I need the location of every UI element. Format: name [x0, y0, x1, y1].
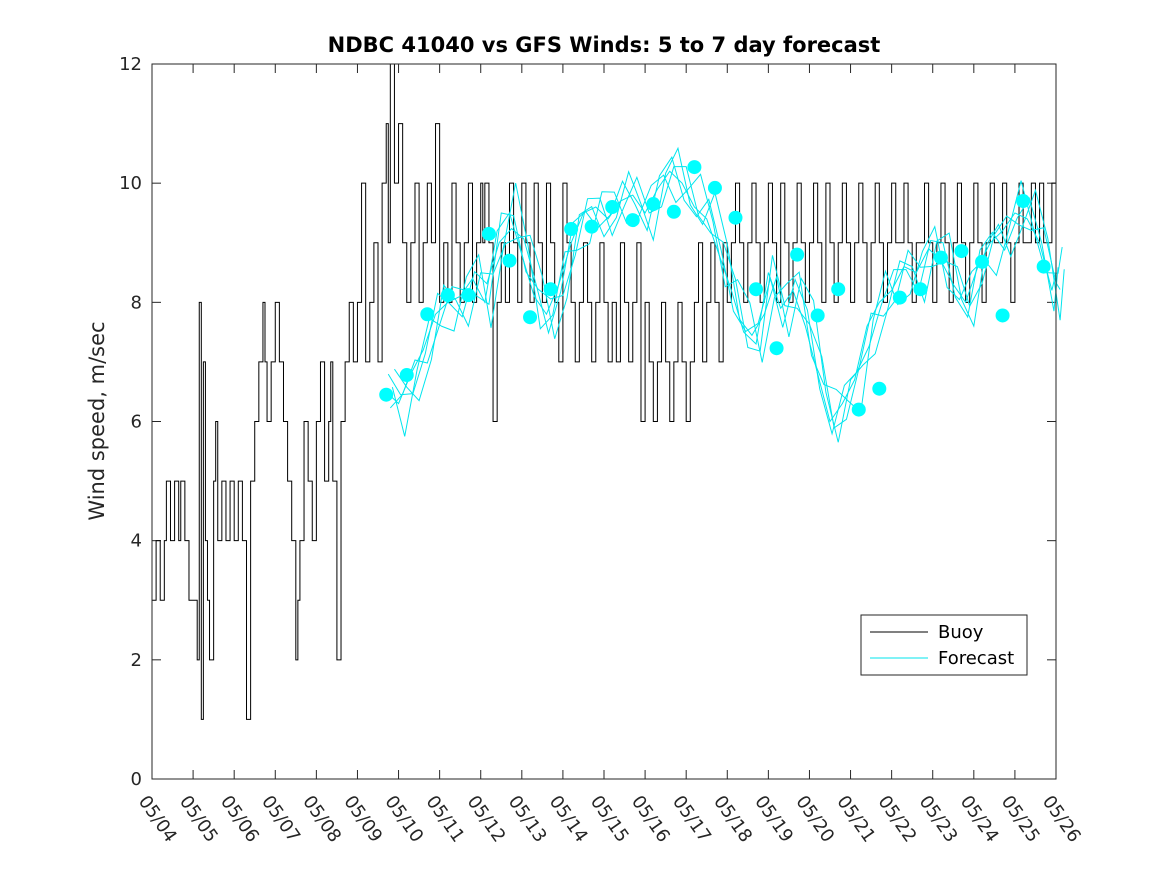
x-tick-label: 05/26 — [1038, 792, 1085, 847]
chart-title: NDBC 41040 vs GFS Winds: 5 to 7 day fore… — [328, 33, 881, 57]
forecast-ensemble-line — [394, 146, 1065, 443]
forecast-ensemble-line — [391, 173, 1063, 437]
forecast-marker — [502, 253, 517, 268]
forecast-marker — [1036, 259, 1051, 274]
x-tick-label: 05/11 — [422, 792, 469, 847]
x-tick-label: 05/19 — [750, 792, 797, 847]
forecast-marker — [728, 210, 743, 225]
forecast-marker — [851, 402, 866, 417]
forecast-marker — [707, 180, 722, 195]
x-tick-label: 05/23 — [915, 792, 962, 847]
forecast-marker — [481, 226, 496, 241]
forecast-marker — [461, 288, 476, 303]
x-tick-label: 05/07 — [257, 792, 304, 847]
forecast-marker — [543, 282, 558, 297]
x-tick-label: 05/06 — [216, 792, 263, 847]
legend-forecast-label: Forecast — [938, 648, 1014, 669]
forecast-marker — [831, 282, 846, 297]
x-tick-label: 05/09 — [339, 792, 386, 847]
x-tick-label: 05/04 — [134, 792, 181, 847]
series-layer — [152, 63, 1065, 720]
forecast-marker — [913, 282, 928, 297]
plot-frame — [151, 63, 1057, 780]
forecast-marker — [523, 310, 538, 325]
x-tick-label: 05/14 — [545, 792, 592, 847]
forecast-marker — [995, 308, 1010, 323]
x-tick-label: 05/25 — [997, 792, 1044, 847]
x-tick-label: 05/05 — [175, 792, 222, 847]
forecast-marker — [440, 288, 455, 303]
forecast-marker — [790, 247, 805, 262]
forecast-marker — [584, 219, 599, 234]
y-axis: 0 2 4 6 8 10 12 — [119, 54, 1056, 790]
x-tick-label: 05/20 — [791, 792, 838, 847]
y-tick-label: 0 — [131, 769, 142, 790]
x-tick-label: 05/24 — [956, 792, 1003, 847]
forecast-marker — [646, 197, 661, 212]
forecast-marker — [379, 387, 394, 402]
forecast-marker — [666, 204, 681, 219]
forecast-marker — [749, 282, 764, 297]
y-tick-label: 2 — [131, 650, 142, 671]
legend-buoy-label: Buoy — [938, 622, 984, 643]
forecast-marker — [420, 307, 435, 322]
forecast-marker — [687, 160, 702, 175]
forecast-marker — [810, 308, 825, 323]
x-tick-label: 05/08 — [298, 792, 345, 847]
forecast-marker — [872, 381, 887, 396]
x-tick-label: 05/16 — [627, 792, 674, 847]
x-tick-label: 05/10 — [380, 792, 427, 847]
forecast-marker — [399, 368, 414, 383]
y-tick-label: 6 — [131, 412, 142, 433]
x-tick-label: 05/13 — [504, 792, 551, 847]
buoy-series-line — [152, 63, 1057, 720]
x-tick-label: 05/21 — [832, 792, 879, 847]
x-tick-label: 05/22 — [874, 792, 921, 847]
x-tick-label: 05/18 — [709, 792, 756, 847]
x-tick-label: 05/17 — [668, 792, 715, 847]
forecast-marker — [605, 200, 620, 214]
forecast-marker — [975, 254, 990, 269]
y-tick-label: 10 — [119, 173, 142, 194]
forecast-marker — [1016, 194, 1031, 209]
legend: Buoy Forecast — [860, 614, 1028, 676]
forecast-marker — [954, 244, 969, 259]
y-tick-label: 4 — [131, 531, 142, 552]
forecast-marker — [625, 213, 640, 228]
y-tick-label: 12 — [119, 54, 142, 75]
y-tick-label: 8 — [131, 292, 142, 313]
legend-box — [860, 614, 1028, 676]
forecast-marker — [892, 290, 907, 305]
y-axis-title: Wind speed, m/sec — [85, 321, 109, 520]
forecast-marker — [933, 250, 948, 265]
forecast-marker — [564, 222, 579, 237]
forecast-marker — [769, 341, 784, 356]
x-tick-label: 05/15 — [586, 792, 633, 847]
x-tick-label: 05/12 — [463, 792, 510, 847]
forecast-ensemble-line — [387, 156, 1059, 436]
